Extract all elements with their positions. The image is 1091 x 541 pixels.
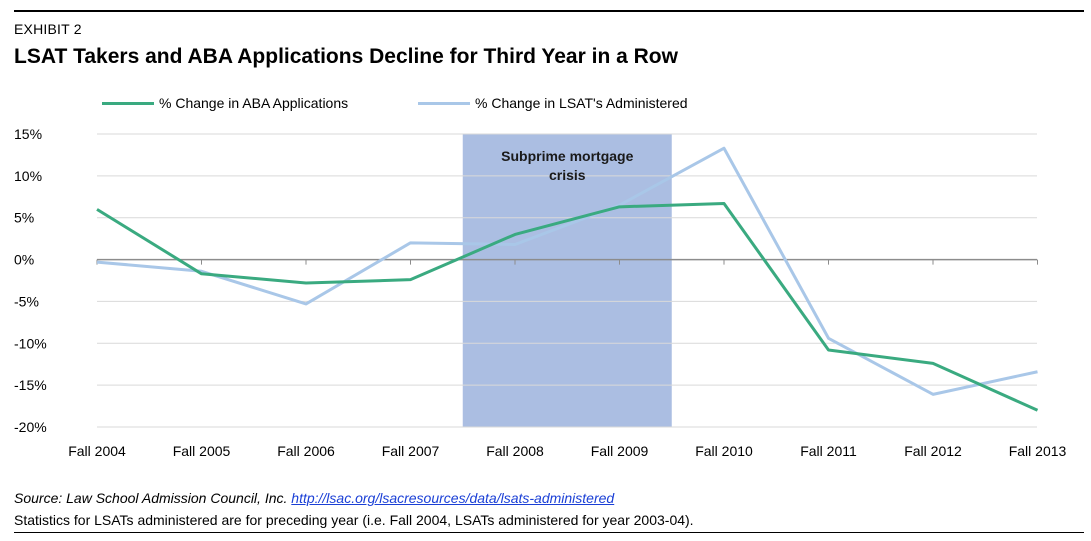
legend-item-lsat: % Change in LSAT's Administered — [418, 93, 688, 113]
y-tick-label: -20% — [14, 419, 47, 435]
legend-swatch-aba — [102, 101, 154, 105]
x-tick-label: Fall 2009 — [591, 443, 649, 459]
chart-title: LSAT Takers and ABA Applications Decline… — [14, 45, 678, 68]
y-tick-label: 5% — [14, 210, 34, 226]
y-tick-label: -15% — [14, 377, 47, 393]
x-tick-label: Fall 2011 — [800, 443, 857, 459]
top-rule — [14, 10, 1084, 12]
y-tick-label: 10% — [14, 168, 42, 184]
series-line-aba-applications — [96, 201, 1039, 412]
y-tick-label: -5% — [14, 293, 39, 309]
x-tick-label: Fall 2010 — [695, 443, 753, 459]
y-tick-label: 0% — [14, 252, 34, 268]
source-line: Source: Law School Admission Council, In… — [14, 490, 614, 506]
x-tick-label: Fall 2005 — [173, 443, 231, 459]
legend-label-aba: % Change in ABA Applications — [159, 95, 349, 111]
x-tick-label: Fall 2008 — [486, 443, 544, 459]
y-tick-label: 15% — [14, 126, 42, 142]
bottom-rule — [14, 532, 1084, 533]
exhibit-label: EXHIBIT 2 — [14, 21, 82, 37]
x-tick-label: Fall 2006 — [277, 443, 335, 459]
crisis-label-line2: crisis — [549, 167, 586, 183]
shaded-region — [462, 134, 672, 427]
source-link[interactable]: http://lsac.org/lsacresources/data/lsats… — [291, 490, 615, 506]
legend-item-aba: % Change in ABA Applications — [102, 93, 348, 113]
x-tick-label: Fall 2013 — [1009, 443, 1067, 459]
legend-label-lsat: % Change in LSAT's Administered — [475, 95, 688, 111]
crisis-label-line1: Subprime mortgage — [501, 148, 633, 164]
series-line-lsat-administered — [96, 146, 1038, 396]
footnote: Statistics for LSATs administered are fo… — [14, 512, 694, 528]
x-tick-label: Fall 2007 — [382, 443, 440, 459]
x-tick-label: Fall 2004 — [68, 443, 126, 459]
legend-swatch-lsat — [418, 101, 470, 105]
y-tick-label: -10% — [14, 335, 47, 351]
source-text: Source: Law School Admission Council, In… — [14, 490, 292, 506]
x-tick-label: Fall 2012 — [904, 443, 962, 459]
